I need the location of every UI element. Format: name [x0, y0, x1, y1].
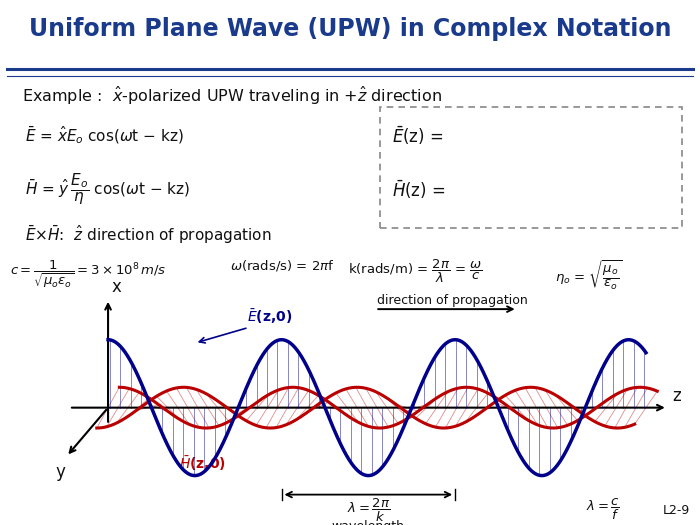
- Text: $\lambda = \dfrac{c}{f}$: $\lambda = \dfrac{c}{f}$: [586, 497, 620, 522]
- Text: $\bar{H}$(z,0): $\bar{H}$(z,0): [179, 454, 226, 473]
- Text: k(rads/m) = $\dfrac{2\pi}{\lambda}$ = $\dfrac{\omega}{c}$: k(rads/m) = $\dfrac{2\pi}{\lambda}$ = $\…: [348, 258, 482, 285]
- Text: x: x: [111, 278, 121, 296]
- Text: $\bar{E}$(z,0): $\bar{E}$(z,0): [247, 307, 292, 326]
- Text: $\bar{E}$ = $\hat{x}E_o$ cos($\omega$t $-$ kz): $\bar{E}$ = $\hat{x}E_o$ cos($\omega$t $…: [25, 125, 184, 146]
- Text: $\bar{E}$$\times$$\bar{H}$:  $\hat{z}$ direction of propagation: $\bar{E}$$\times$$\bar{H}$: $\hat{z}$ di…: [25, 224, 272, 247]
- Text: $\lambda = \dfrac{2\pi}{k}$: $\lambda = \dfrac{2\pi}{k}$: [346, 497, 390, 524]
- Text: $\eta_o$ = $\sqrt{\dfrac{\mu_o}{\varepsilon_o}}$: $\eta_o$ = $\sqrt{\dfrac{\mu_o}{\varepsi…: [555, 258, 622, 291]
- Text: direction of propagation: direction of propagation: [377, 294, 528, 307]
- Text: $\bar{H}$ = $\hat{y}\,\dfrac{E_o}{\eta}$ cos($\omega$t $-$ kz): $\bar{H}$ = $\hat{y}\,\dfrac{E_o}{\eta}$…: [25, 172, 190, 207]
- Text: L2-9: L2-9: [663, 504, 690, 517]
- Text: $c = \dfrac{1}{\sqrt{\mu_o\varepsilon_o}} = 3\times10^8\,m/s$: $c = \dfrac{1}{\sqrt{\mu_o\varepsilon_o}…: [10, 258, 167, 290]
- Text: y: y: [55, 464, 65, 481]
- FancyBboxPatch shape: [380, 107, 682, 228]
- Text: $\bar{H}$(z) =: $\bar{H}$(z) =: [392, 178, 446, 201]
- Text: $\omega$(rads/s) = 2$\pi$f: $\omega$(rads/s) = 2$\pi$f: [230, 258, 335, 273]
- Text: z: z: [672, 387, 680, 405]
- Text: Example :  $\hat{x}$-polarized UPW traveling in +$\hat{z}$ direction: Example : $\hat{x}$-polarized UPW travel…: [22, 85, 442, 107]
- Text: Uniform Plane Wave (UPW) in Complex Notation: Uniform Plane Wave (UPW) in Complex Nota…: [29, 17, 671, 40]
- Text: wavelength: wavelength: [332, 520, 405, 525]
- Text: $\bar{E}$(z) =: $\bar{E}$(z) =: [392, 125, 444, 147]
